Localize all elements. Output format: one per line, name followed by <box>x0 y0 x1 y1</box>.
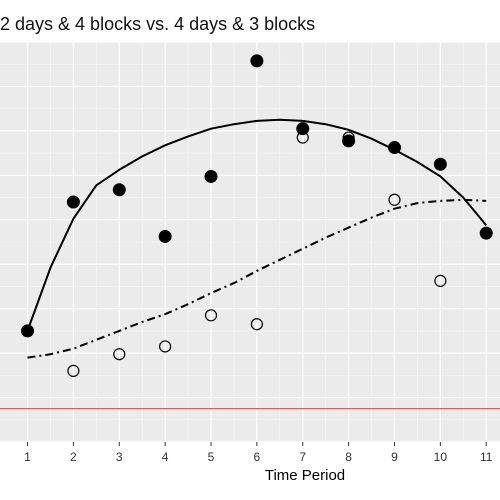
data-point-filled <box>296 122 310 136</box>
x-tick-label: 8 <box>345 450 352 464</box>
data-point-open <box>159 340 172 353</box>
data-point-filled <box>387 141 401 155</box>
x-tick-label: 3 <box>116 450 123 464</box>
data-point-filled <box>479 226 493 240</box>
data-point-open <box>342 131 355 144</box>
data-point-open <box>113 348 126 361</box>
data-point-filled <box>250 54 264 68</box>
data-point-filled <box>112 183 126 197</box>
x-tick-label: 4 <box>162 450 169 464</box>
x-tick-label: 10 <box>434 450 448 464</box>
chart-title: 2 days & 4 blocks vs. 4 days & 3 blocks <box>0 14 316 34</box>
data-point-open <box>250 318 263 331</box>
data-point-filled <box>433 157 447 171</box>
x-tick-label: 5 <box>208 450 215 464</box>
x-tick-label: 11 <box>480 450 493 464</box>
data-point-open <box>388 193 401 206</box>
x-tick-label: 2 <box>70 450 77 464</box>
x-axis-title: Time Period <box>265 467 345 484</box>
data-point-open <box>434 274 447 287</box>
data-point-open <box>296 131 309 144</box>
x-tick-label: 9 <box>391 450 398 464</box>
data-point-open <box>204 309 218 322</box>
data-point-open <box>67 364 80 377</box>
x-tick-label: 7 <box>299 450 306 464</box>
data-point-filled <box>158 229 172 243</box>
data-point-filled <box>204 169 218 183</box>
fit-line-solid <box>26 118 487 332</box>
x-tick-label: 6 <box>254 450 261 464</box>
data-point-filled <box>66 195 80 209</box>
data-point-filled <box>342 134 356 148</box>
x-tick-label: 1 <box>24 450 31 464</box>
fit-line-dotdash <box>27 198 487 359</box>
data-point-filled <box>21 324 35 338</box>
